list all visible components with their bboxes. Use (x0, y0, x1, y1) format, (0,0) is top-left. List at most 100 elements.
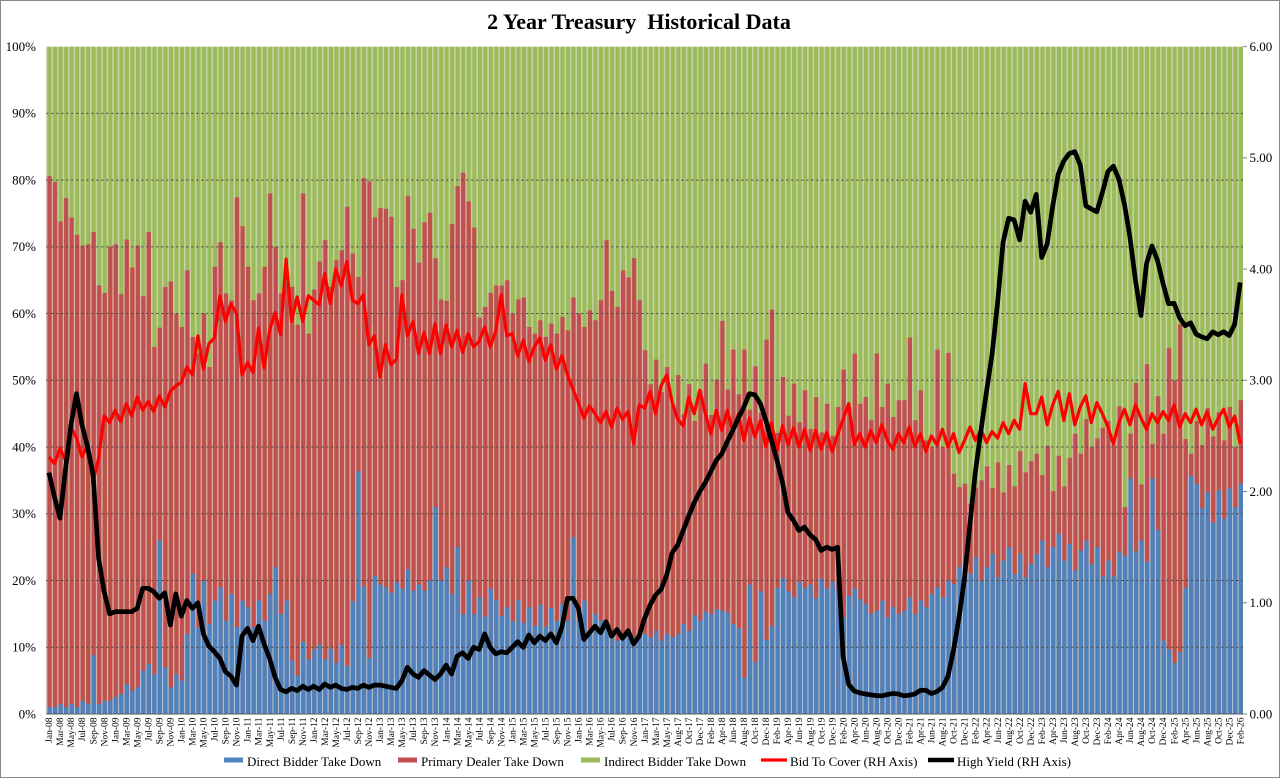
svg-text:Apr-18: Apr-18 (718, 717, 728, 744)
svg-text:Jul-16: Jul-16 (608, 717, 618, 741)
svg-text:Nov-13: Nov-13 (431, 717, 441, 746)
svg-text:May-13: May-13 (398, 717, 408, 747)
svg-text:Apr-25: Apr-25 (1181, 717, 1191, 744)
svg-text:Sep-12: Sep-12 (354, 717, 364, 744)
svg-text:Feb-24: Feb-24 (1104, 717, 1114, 744)
svg-text:Sep-09: Sep-09 (156, 717, 166, 744)
svg-text:Feb-23: Feb-23 (1038, 717, 1048, 744)
svg-text:Primary Dealer Take Down: Primary Dealer Take Down (421, 754, 564, 769)
svg-text:Oct-19: Oct-19 (817, 717, 827, 744)
svg-text:Apr-21: Apr-21 (917, 717, 927, 744)
svg-text:Oct-21: Oct-21 (950, 717, 960, 744)
svg-text:Nov-09: Nov-09 (167, 717, 177, 746)
svg-text:Direct Bidder Take Down: Direct Bidder Take Down (247, 754, 382, 769)
svg-text:60%: 60% (12, 306, 36, 321)
svg-text:Feb-21: Feb-21 (906, 717, 916, 744)
svg-text:Jul-11: Jul-11 (277, 717, 287, 741)
svg-text:Dec-25: Dec-25 (1225, 717, 1235, 745)
svg-text:50%: 50% (12, 373, 36, 388)
svg-text:Mar-09: Mar-09 (122, 717, 132, 746)
svg-text:Mar-15: Mar-15 (520, 717, 530, 746)
svg-text:100%: 100% (6, 39, 37, 54)
svg-text:May-15: May-15 (531, 717, 541, 747)
svg-text:Jan-14: Jan-14 (442, 717, 452, 743)
svg-text:30%: 30% (12, 506, 36, 521)
svg-text:10%: 10% (12, 640, 36, 655)
svg-text:Nov-08: Nov-08 (100, 717, 110, 746)
svg-text:Aug-25: Aug-25 (1203, 717, 1213, 746)
svg-text:Aug-21: Aug-21 (939, 717, 949, 746)
svg-text:Sep-16: Sep-16 (619, 717, 629, 744)
svg-text:80%: 80% (12, 172, 36, 187)
svg-text:Feb-26: Feb-26 (1236, 717, 1246, 744)
svg-text:Jun-22: Jun-22 (994, 717, 1004, 743)
svg-text:40%: 40% (12, 439, 36, 454)
svg-text:Sep-08: Sep-08 (89, 717, 99, 744)
svg-text:Sep-11: Sep-11 (288, 717, 298, 744)
svg-text:Apr-23: Apr-23 (1049, 717, 1059, 744)
svg-text:Oct-18: Oct-18 (751, 717, 761, 744)
svg-text:1.00: 1.00 (1250, 595, 1273, 610)
svg-text:Oct-25: Oct-25 (1214, 717, 1224, 744)
svg-text:Jun-20: Jun-20 (861, 717, 871, 743)
svg-text:Sep-14: Sep-14 (486, 717, 496, 744)
svg-text:May-08: May-08 (67, 717, 77, 747)
svg-text:Oct-22: Oct-22 (1016, 717, 1026, 744)
svg-text:May-12: May-12 (332, 717, 342, 747)
svg-text:Jan-15: Jan-15 (508, 717, 518, 743)
svg-text:0%: 0% (19, 706, 37, 721)
svg-text:Oct-23: Oct-23 (1082, 717, 1092, 744)
svg-text:Aug-23: Aug-23 (1071, 717, 1081, 746)
svg-text:20%: 20% (12, 573, 36, 588)
svg-text:Jan-09: Jan-09 (111, 717, 121, 743)
svg-text:Mar-17: Mar-17 (652, 717, 662, 746)
svg-text:Apr-24: Apr-24 (1115, 717, 1125, 744)
svg-text:Dec-20: Dec-20 (895, 717, 905, 745)
svg-text:Mar-13: Mar-13 (387, 717, 397, 746)
svg-text:Jan-17: Jan-17 (641, 717, 651, 743)
svg-text:May-16: May-16 (597, 717, 607, 747)
svg-text:Jul-15: Jul-15 (542, 717, 552, 741)
svg-text:Jun-21: Jun-21 (928, 717, 938, 743)
svg-text:Jan-16: Jan-16 (575, 717, 585, 743)
svg-text:Jan-13: Jan-13 (376, 717, 386, 743)
svg-text:Indirect Bidder Take Down: Indirect Bidder Take Down (604, 754, 747, 769)
svg-text:Dec-24: Dec-24 (1159, 717, 1169, 745)
svg-text:Mar-16: Mar-16 (586, 717, 596, 746)
svg-text:May-10: May-10 (200, 717, 210, 747)
svg-text:Aug-22: Aug-22 (1005, 717, 1015, 746)
svg-text:Aug-20: Aug-20 (872, 717, 882, 746)
svg-text:Jul-09: Jul-09 (144, 717, 154, 741)
svg-text:Sep-13: Sep-13 (420, 717, 430, 744)
svg-text:Aug-24: Aug-24 (1137, 717, 1147, 746)
svg-text:0.00: 0.00 (1250, 706, 1273, 721)
svg-text:Feb-20: Feb-20 (839, 717, 849, 744)
svg-text:2.00: 2.00 (1250, 484, 1273, 499)
svg-text:Aug-17: Aug-17 (674, 717, 684, 746)
svg-text:Jan-12: Jan-12 (310, 717, 320, 743)
svg-text:Jan-08: Jan-08 (45, 717, 55, 743)
svg-text:Jun-18: Jun-18 (729, 717, 739, 743)
svg-text:6.00: 6.00 (1250, 39, 1273, 54)
svg-text:Mar-11: Mar-11 (255, 717, 265, 745)
svg-text:Feb-19: Feb-19 (773, 717, 783, 744)
svg-text:Dec-18: Dec-18 (762, 717, 772, 745)
svg-text:May-17: May-17 (663, 717, 673, 747)
svg-text:70%: 70% (12, 239, 36, 254)
svg-text:2 Year Treasury Historical Da: 2 Year Treasury Historical Data (487, 9, 791, 34)
svg-text:Sep-15: Sep-15 (553, 717, 563, 744)
svg-text:3.00: 3.00 (1250, 373, 1273, 388)
svg-text:Apr-22: Apr-22 (983, 717, 993, 744)
svg-text:Nov-15: Nov-15 (564, 717, 574, 746)
svg-text:Dec-21: Dec-21 (961, 717, 971, 745)
svg-text:High Yield (RH Axis): High Yield (RH Axis) (957, 754, 1071, 769)
svg-text:Mar-08: Mar-08 (56, 717, 66, 746)
svg-text:Nov-14: Nov-14 (497, 717, 507, 746)
svg-text:Feb-18: Feb-18 (707, 717, 717, 744)
svg-text:5.00: 5.00 (1250, 150, 1273, 165)
svg-text:Oct-17: Oct-17 (685, 717, 695, 744)
svg-text:Jul-13: Jul-13 (409, 717, 419, 741)
svg-text:Jul-10: Jul-10 (211, 717, 221, 741)
svg-text:Dec-17: Dec-17 (696, 717, 706, 745)
svg-text:May-09: May-09 (133, 717, 143, 747)
